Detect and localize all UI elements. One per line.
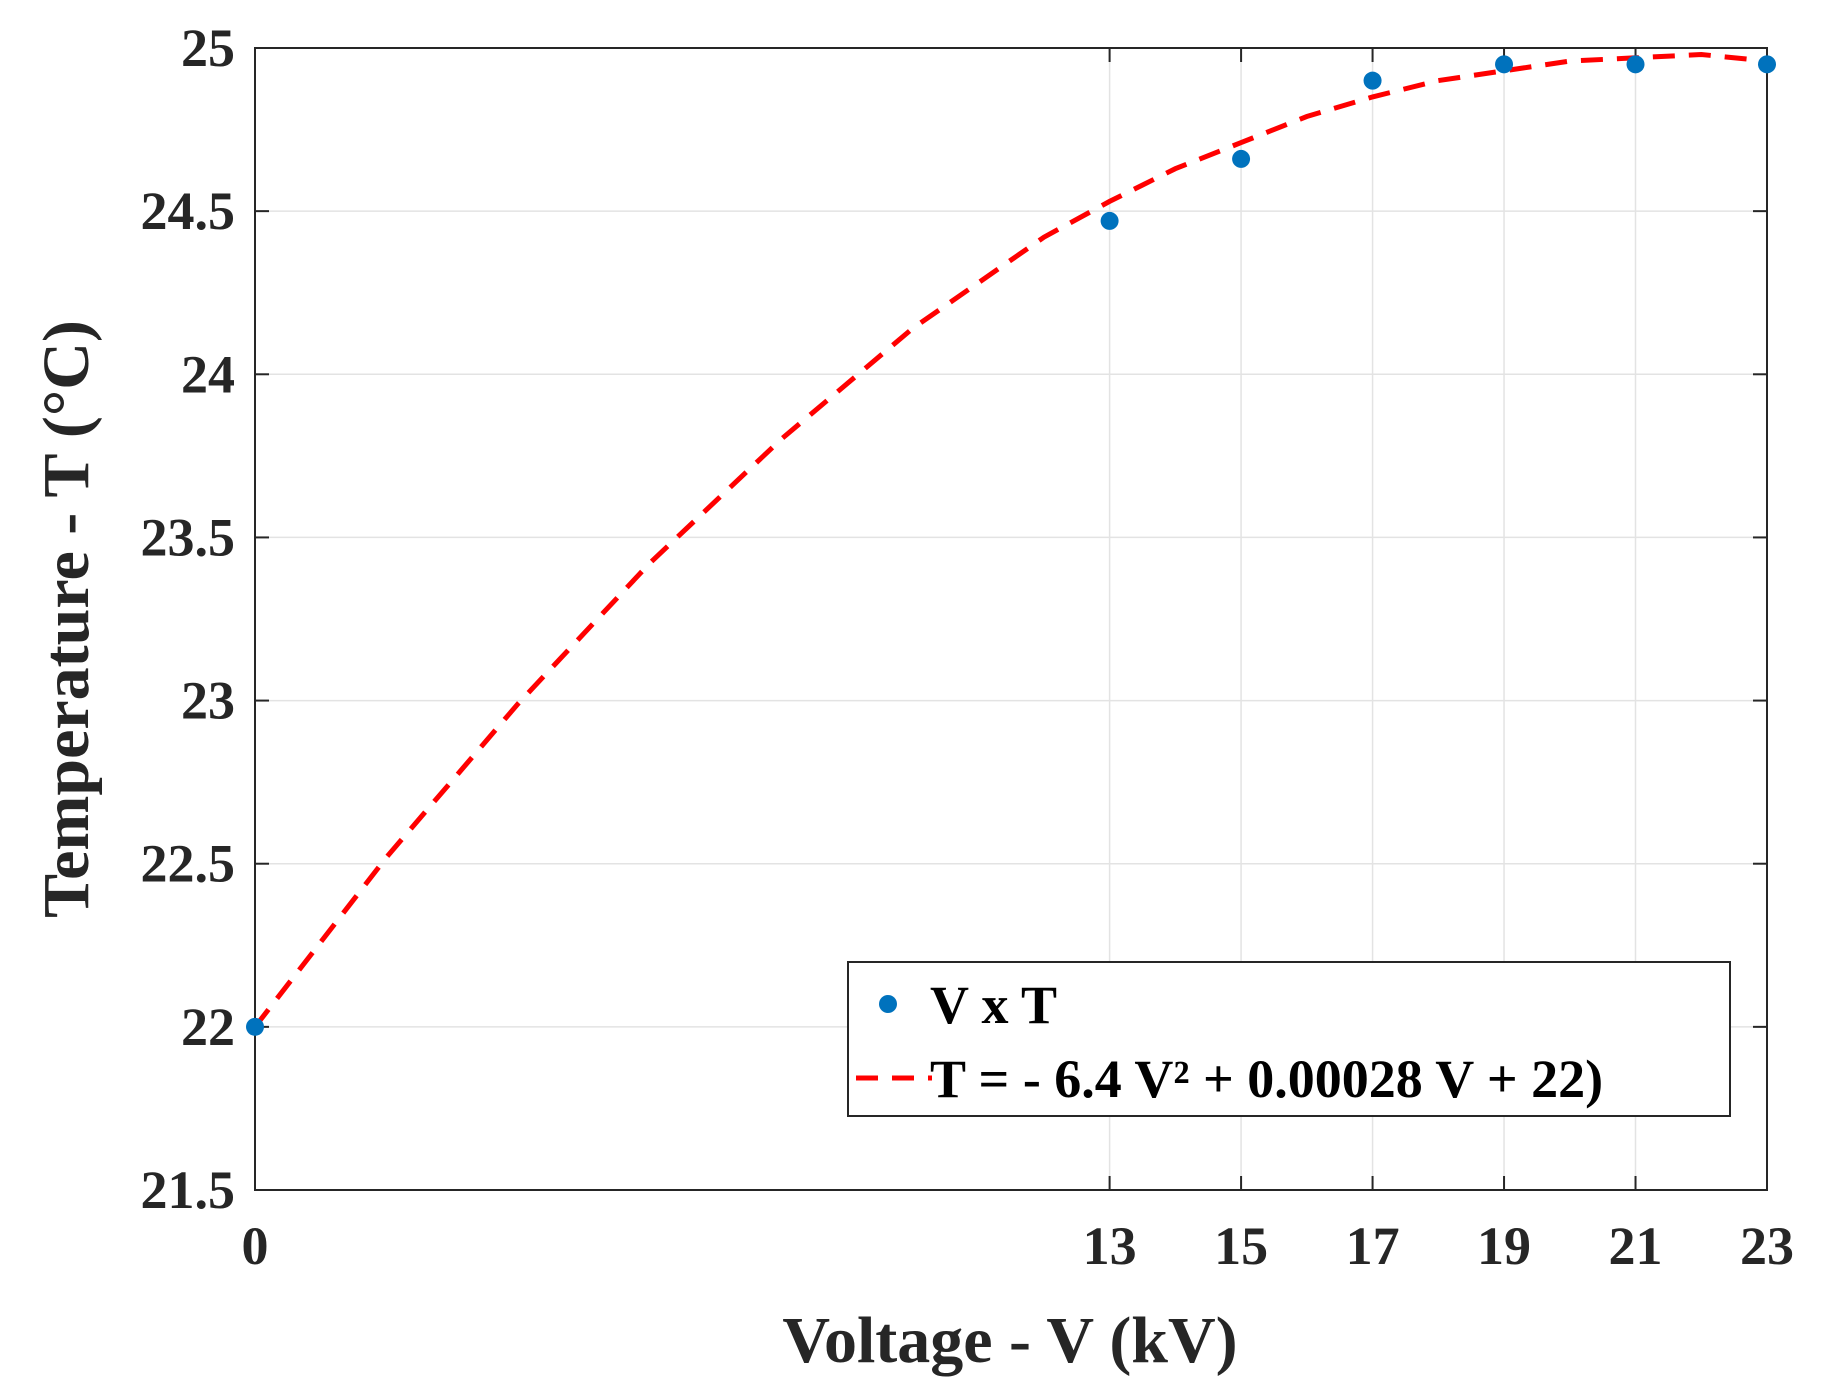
x-axis-title: Voltage - V (kV)	[782, 1304, 1237, 1377]
y-tick-label: 23.5	[141, 507, 236, 567]
y-tick-label: 22	[181, 997, 235, 1057]
axes-box	[254, 47, 1768, 1191]
legend-label: T = - 6.4 V² + 0.00028 V + 22)	[930, 1049, 1603, 1109]
legend-label: V x T	[930, 975, 1057, 1035]
data-point	[246, 1017, 264, 1036]
x-tick-label: 21	[1609, 1216, 1663, 1276]
x-tick-label: 13	[1083, 1216, 1137, 1276]
series-layer	[246, 51, 1776, 1036]
y-axis-title: Temperature - T (°C)	[30, 320, 103, 918]
data-point	[1758, 55, 1776, 74]
y-tick-label: 23	[181, 671, 235, 731]
x-tick-label: 19	[1477, 1216, 1531, 1276]
y-tick-label: 24	[181, 344, 235, 404]
legend-box	[847, 961, 1731, 1117]
y-tick-label: 21.5	[141, 1160, 236, 1220]
data-point	[1495, 55, 1514, 74]
axes-frame	[254, 47, 1768, 1191]
legend: V x T T = - 6.4 V² + 0.00028 V + 22)	[847, 961, 1731, 1117]
x-tick-label: 17	[1346, 1216, 1400, 1276]
y-tick-label: 22.5	[141, 834, 236, 894]
data-point	[1100, 211, 1119, 230]
y-tick-label: 24.5	[141, 181, 236, 241]
x-tick-label: 0	[242, 1216, 269, 1276]
x-tick-label: 23	[1740, 1216, 1794, 1276]
data-point	[1232, 149, 1251, 168]
legend-marker	[879, 995, 897, 1013]
x-tick-label: 15	[1214, 1216, 1268, 1276]
fit-curve-line	[253, 51, 1768, 1029]
data-point	[1626, 55, 1645, 74]
y-tick-label: 25	[181, 18, 235, 78]
data-point	[1363, 71, 1382, 90]
ticks: 0 13 15 17 19 21 23 21.5 22 22.5 23 23.5 24 24.5 25	[141, 18, 1795, 1276]
